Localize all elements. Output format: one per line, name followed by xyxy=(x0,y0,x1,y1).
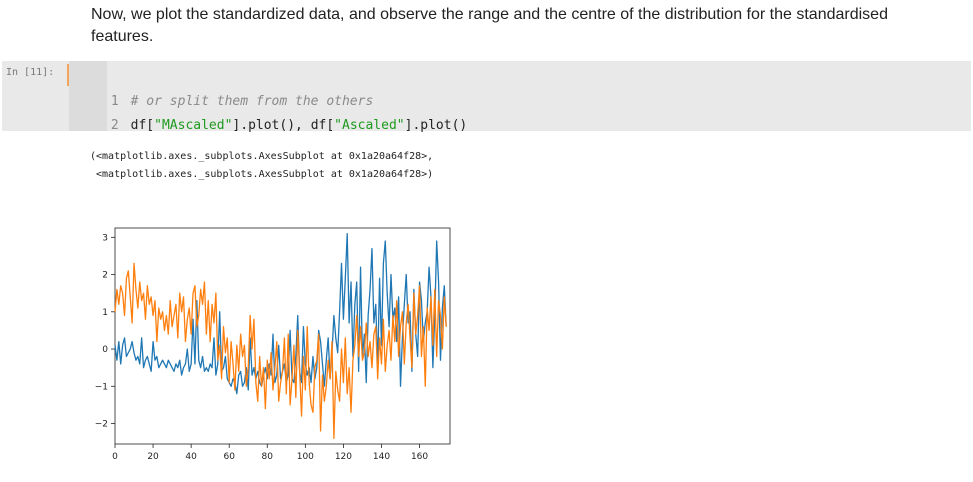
x-tick-label: 60 xyxy=(223,452,235,462)
line-number-gutter xyxy=(69,61,107,131)
line-number: 1 xyxy=(110,94,119,109)
code-token: df[ xyxy=(130,118,155,133)
y-tick-label: 2 xyxy=(102,271,108,281)
series-group xyxy=(114,232,447,440)
code-token: ].plot() xyxy=(404,118,468,133)
y-axis: 3 2 1 0 −1 −2 xyxy=(95,233,115,430)
code-comment: # or split them from the others xyxy=(130,94,374,109)
cell-cursor-marker xyxy=(67,64,69,86)
y-tick-label: −2 xyxy=(95,420,108,430)
code-string: "MAscaled" xyxy=(154,118,233,133)
x-tick-label: 160 xyxy=(411,452,428,462)
y-tick-label: −1 xyxy=(95,382,108,392)
x-tick-label: 0 xyxy=(112,452,118,462)
x-tick-label: 80 xyxy=(262,452,274,462)
input-prompt: In [11]: xyxy=(6,67,55,78)
line-chart: 3 2 1 0 −1 −2 0 20 40 60 80 100 120 140 160 xyxy=(95,227,451,462)
code-string: "Ascaled" xyxy=(334,118,405,133)
code-line-1[interactable]: 1 # or split them from the others xyxy=(69,72,949,109)
y-tick-label: 1 xyxy=(102,308,108,318)
y-tick-label: 3 xyxy=(102,233,108,243)
x-tick-label: 120 xyxy=(335,452,352,462)
x-tick-label: 20 xyxy=(147,452,159,462)
output-line: (<matplotlib.axes._subplots.AxesSubplot … xyxy=(90,151,434,162)
x-tick-label: 40 xyxy=(185,452,197,462)
cell-output-text: (<matplotlib.axes._subplots.AxesSubplot … xyxy=(90,148,433,184)
output-line: <matplotlib.axes._subplots.AxesSubplot a… xyxy=(90,169,434,180)
series-line-2 xyxy=(114,262,447,440)
code-input-area[interactable] xyxy=(2,61,971,131)
code-line-2[interactable]: 2 df["MAscaled"].plot(), df["Ascaled"].pl… xyxy=(69,96,949,133)
line-number: 2 xyxy=(110,118,119,133)
markdown-text: Now, we plot the standardized data, and … xyxy=(91,6,888,45)
x-tick-label: 100 xyxy=(297,452,314,462)
x-tick-label: 140 xyxy=(373,452,390,462)
y-tick-label: 0 xyxy=(102,345,108,355)
x-axis: 0 20 40 60 80 100 120 140 160 xyxy=(112,444,428,462)
code-token: ].plot(), df[ xyxy=(232,118,335,133)
markdown-cell: Now, we plot the standardized data, and … xyxy=(91,4,951,48)
